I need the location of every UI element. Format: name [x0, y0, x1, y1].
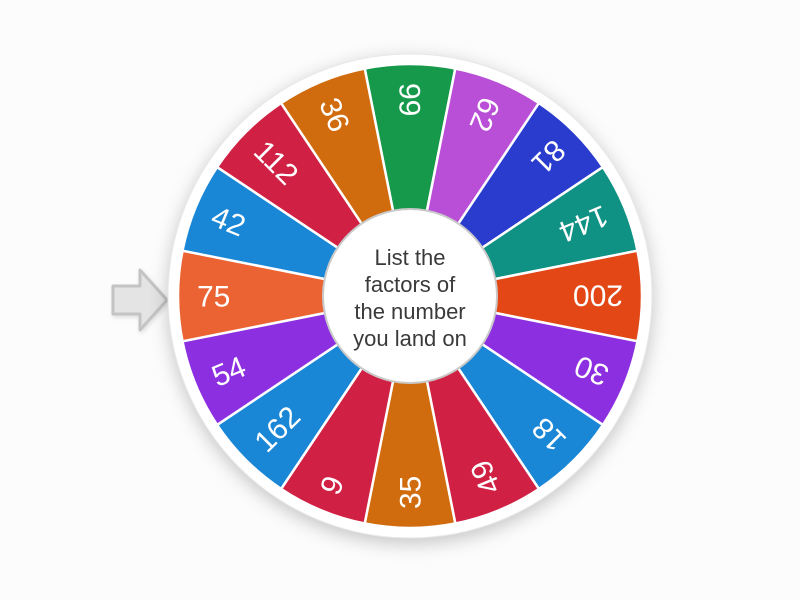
spin-pointer-icon [111, 268, 169, 332]
segment-label: 35 [395, 476, 428, 509]
segment-label: 99 [393, 83, 426, 116]
segment-label: 200 [573, 279, 623, 312]
wheel-hub [322, 208, 498, 384]
segment-label: 75 [197, 281, 230, 314]
